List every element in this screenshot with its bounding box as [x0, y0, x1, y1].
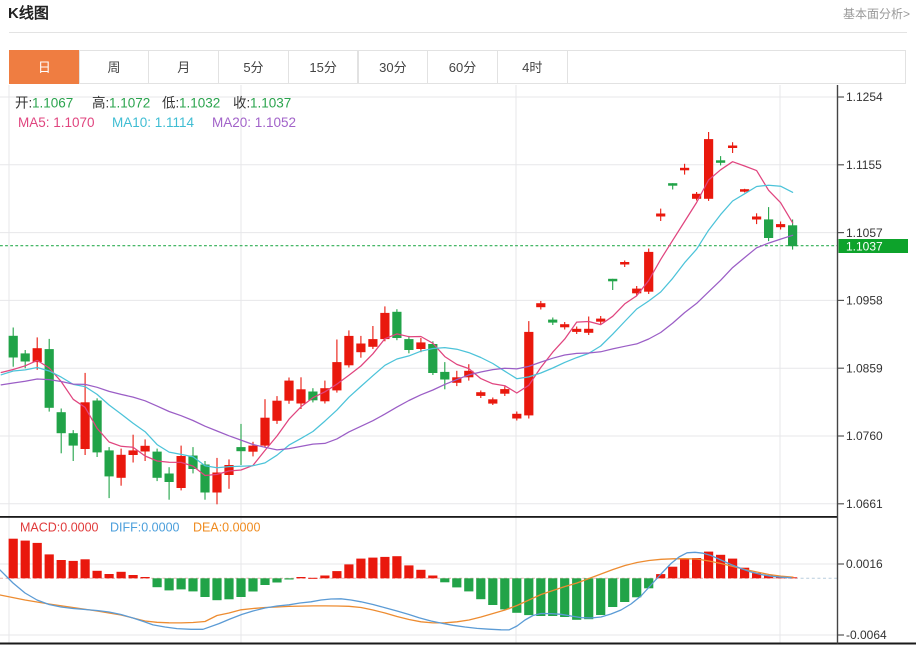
svg-text:收:: 收: — [233, 96, 250, 111]
svg-text:-0.0064: -0.0064 — [846, 628, 887, 642]
svg-text:1.1072: 1.1072 — [109, 96, 150, 111]
svg-text:1.1067: 1.1067 — [32, 96, 73, 111]
svg-text:0.0016: 0.0016 — [846, 557, 883, 571]
svg-text:1.1155: 1.1155 — [846, 158, 882, 172]
svg-text:1.1057: 1.1057 — [846, 226, 883, 240]
svg-text:MA5: 1.1070: MA5: 1.1070 — [18, 115, 95, 130]
svg-text:1.0760: 1.0760 — [846, 429, 883, 443]
svg-text:1.0958: 1.0958 — [846, 294, 883, 308]
svg-text:MA20: 1.1052: MA20: 1.1052 — [212, 115, 296, 130]
svg-text:开:: 开: — [15, 96, 32, 111]
svg-text:MACD:0.0000: MACD:0.0000 — [20, 521, 99, 535]
svg-text:低:: 低: — [162, 96, 179, 111]
svg-text:1.0661: 1.0661 — [846, 497, 883, 511]
svg-text:1.1254: 1.1254 — [846, 90, 883, 104]
svg-text:1.1037: 1.1037 — [846, 239, 883, 253]
svg-text:1.1032: 1.1032 — [179, 96, 220, 111]
svg-text:DIFF:0.0000: DIFF:0.0000 — [110, 521, 180, 535]
svg-text:DEA:0.0000: DEA:0.0000 — [193, 521, 260, 535]
svg-text:1.0859: 1.0859 — [846, 361, 883, 375]
svg-text:MA10: 1.1114: MA10: 1.1114 — [112, 115, 195, 130]
svg-text:高:: 高: — [92, 95, 109, 111]
svg-text:1.1037: 1.1037 — [250, 96, 291, 111]
